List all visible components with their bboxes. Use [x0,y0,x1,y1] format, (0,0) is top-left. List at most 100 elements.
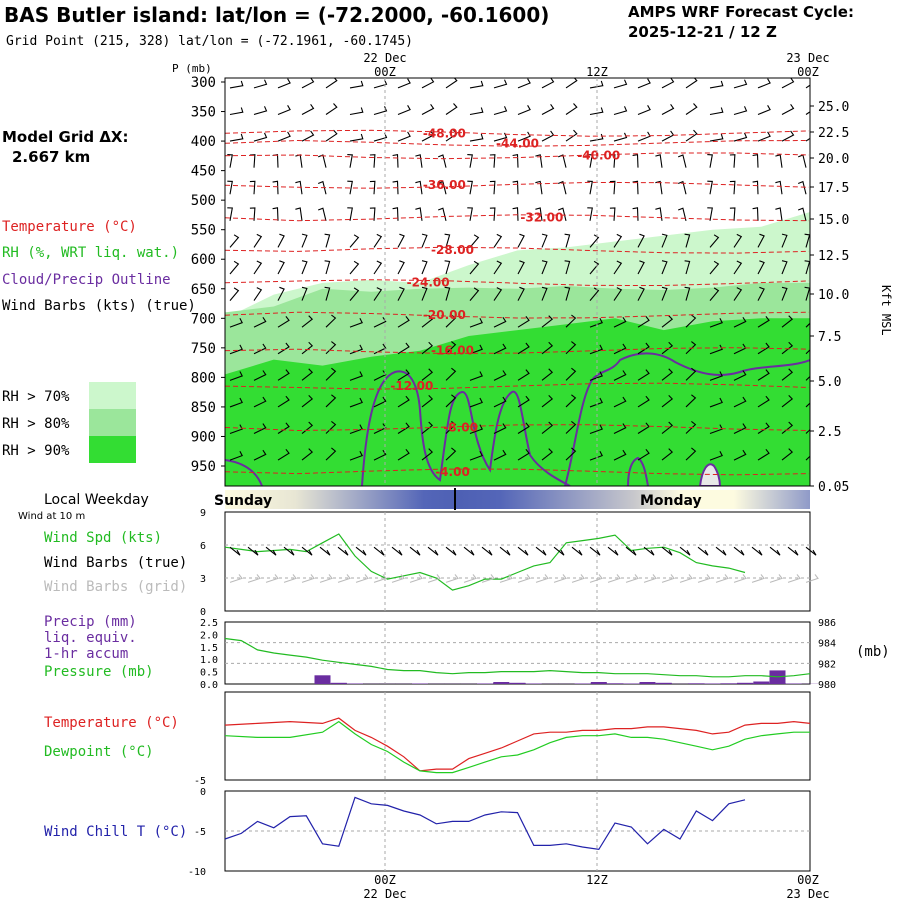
wind-barb [249,180,256,195]
precip-bar [509,682,526,684]
wind-barb [709,260,720,275]
wind-barb [709,287,720,301]
wind-barb [541,233,548,248]
precip-pressure-panel: 2.52.0 1.51.0 0.50.0 986 984 982 980 [200,618,836,691]
precip-bar [623,683,640,684]
wind-barb [709,80,724,89]
wind-barb [781,395,794,408]
wind-barb [805,375,810,381]
cloud-outline-4 [225,459,263,486]
pressure-tick-label: 400 [191,134,216,150]
wind-barb [325,447,337,461]
wind-barb [757,131,771,142]
wind-barb [445,420,457,434]
precip-tick-label: 1.5 [200,643,218,654]
wind-barb [249,207,256,221]
precip-bar [477,683,493,684]
wind-barb [613,79,628,89]
wind-barb [493,423,507,435]
wind-barb-grid [733,574,747,583]
wind-barb [781,78,795,89]
wind-barb-grid [499,574,513,583]
temperature-contour [225,311,810,319]
precip-tick-label: 0.5 [200,668,218,679]
wind-barb [613,260,623,275]
wind-barb [369,207,376,221]
wind-barb-true [409,546,421,556]
wind-barb [445,447,457,461]
pressure-tick-label: 650 [191,282,216,298]
wind-barb-grid [427,574,441,583]
day-label-sunday: Sunday [214,493,272,509]
station-title: BAS Butler island: lat/lon = (-72.2000, … [4,3,549,27]
precip-bar [720,683,737,684]
temperature-contour-label: -16.00 [431,344,474,358]
wind-barb [373,316,387,328]
wind-barb [541,368,554,381]
wind-barb [421,395,434,408]
wind-barb [277,131,291,142]
wind-barb [277,78,291,89]
precip-bar [525,683,542,684]
wind-barb [661,448,674,461]
wind-chill-line [224,796,746,851]
wind-barb [421,260,428,275]
wind-barb [324,286,331,301]
wind-barb [632,154,639,168]
wind-barb [637,316,650,328]
wind-barb [655,207,663,221]
bottom-time-label-3a: 00Z [797,873,819,887]
wind-barb [324,260,331,275]
precip-bar [655,682,672,684]
wind-barb [685,394,697,408]
wind-barb [632,180,639,195]
wind-barb [589,424,603,435]
wind-barb [301,448,314,461]
wind-barb [677,154,687,168]
temperature-contour-label: -32.00 [520,211,563,225]
day-night-band [225,490,810,509]
wind-barb-grid [391,574,405,583]
wind-barb-grid [661,574,675,583]
wind-barb-grid [229,574,243,583]
cross-section-frame [224,77,811,487]
wind-barb [517,131,531,142]
wind-barb [349,80,364,89]
wind-barb [469,234,480,248]
wind-barb [421,78,435,89]
wind-barb [349,424,363,435]
wind-barb [301,368,314,381]
wind-barb [397,78,411,89]
pressure-tick-label: 300 [191,75,216,91]
label-pressure: Pressure (mb) [44,664,154,680]
wind-barb [757,448,770,461]
forecast-cycle-value: 2025-12-21 / 12 Z [628,23,777,41]
precip-tick-label: 0.0 [200,680,218,691]
wind-barb [709,397,723,408]
height-tick-label: 15.0 [818,213,849,228]
temperature-contour-label: -24.00 [407,276,450,290]
wind-barb [489,180,496,195]
wind-barb [613,370,627,381]
wind-barb [277,233,285,248]
wind-barb [752,154,759,168]
wind-barb [684,233,691,248]
wind-barb-grid [355,574,369,583]
wind-barb [277,105,291,116]
bottom-time-label-3b: 23 Dec [786,887,829,900]
wind-barb [227,180,233,195]
wind-barb [493,79,508,89]
wind-barb [757,260,765,275]
wind-barb [613,449,627,461]
wind-barb [444,260,451,275]
wind-barb [445,129,458,142]
wind-barb [347,180,353,195]
temperature-contour-label: -20.00 [423,308,466,322]
wind-barb [349,397,363,408]
wind-barb [565,447,577,461]
wind-barb-true [553,546,565,556]
wind-barb [709,234,720,248]
wind-barb [565,420,577,434]
wind-barb [373,423,387,435]
wind-barb [392,154,399,168]
